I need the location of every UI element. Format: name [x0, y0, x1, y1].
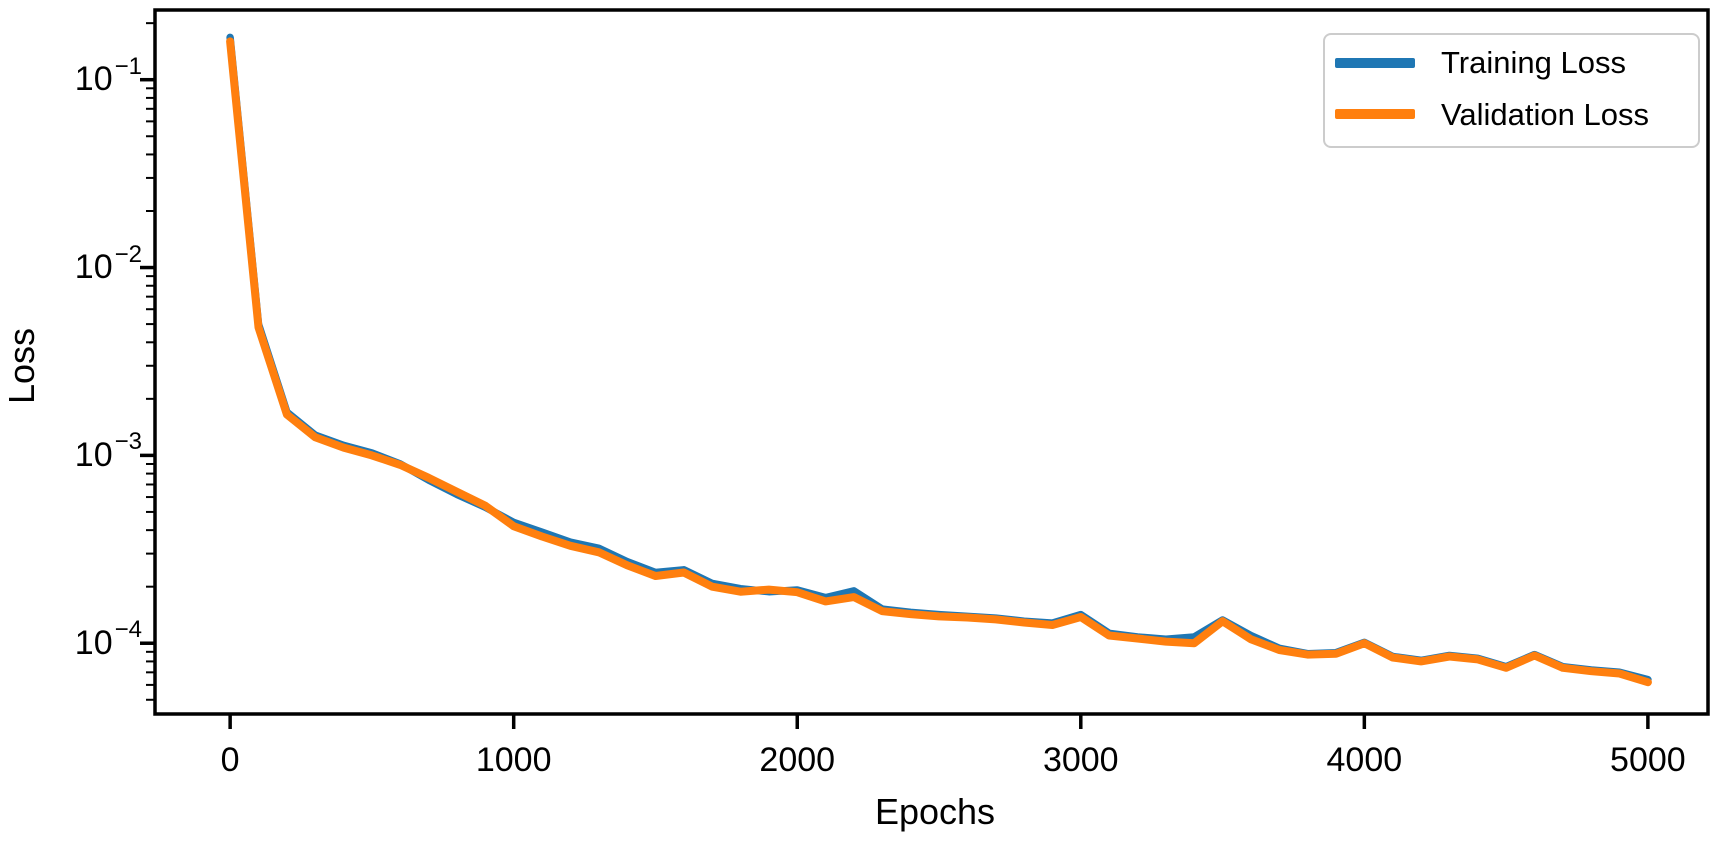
legend-label-training-loss: Training Loss — [1441, 45, 1626, 81]
plot-frame — [153, 8, 1710, 716]
x-tick-label: 2000 — [759, 741, 836, 779]
x-tick-label: 5000 — [1610, 741, 1686, 779]
x-tick-label: 3000 — [1042, 741, 1119, 779]
x-tick-label: 4000 — [1326, 741, 1403, 779]
y-tick-label: 10 −4 — [74, 616, 142, 662]
y-tick-label: 10 −2 — [74, 240, 142, 287]
legend-label-validation-loss: Validation Loss — [1441, 96, 1649, 132]
legend-item-training-loss: Training Loss — [1335, 47, 1698, 78]
y-axis-title: Loss — [1, 327, 42, 405]
validation-loss-line — [226, 37, 1652, 687]
legend: Training Loss Validation Loss — [1323, 33, 1700, 148]
y-tick-label: 10 −3 — [74, 428, 142, 474]
x-axis-title: Epochs — [874, 791, 996, 832]
x-tick-label: 1000 — [475, 741, 552, 779]
legend-item-validation-loss: Validation Loss — [1335, 99, 1698, 130]
y-tick-label: 10 −1 — [74, 52, 142, 99]
training-loss-line-swatch — [1335, 57, 1415, 68]
validation-loss-line-swatch — [1335, 109, 1415, 120]
x-tick-label: 0 — [220, 741, 240, 779]
